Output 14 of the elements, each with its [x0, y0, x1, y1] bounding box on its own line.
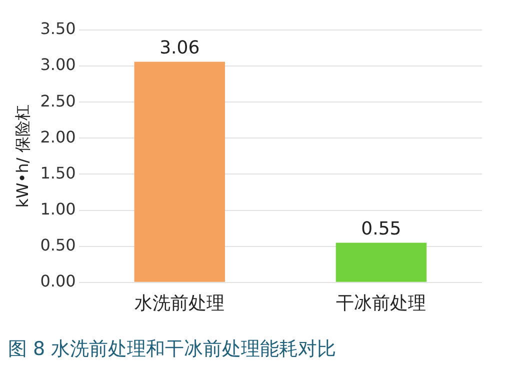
y-tick-label: 1.50	[40, 163, 76, 182]
y-tick-label: 3.50	[40, 19, 76, 38]
y-tick-label: 3.00	[40, 55, 76, 74]
y-tick-label: 2.00	[40, 127, 76, 146]
y-tick-label: 2.50	[40, 91, 76, 110]
x-tick-label: 水洗前处理	[134, 292, 225, 314]
y-tick-label: 1.00	[40, 199, 76, 218]
text: 图 8 水洗前处理和干冰前处理能耗对比	[8, 337, 336, 362]
y-tick-label: 0.50	[40, 236, 76, 254]
data-label: 0.55	[361, 218, 402, 240]
data-label: 3.06	[160, 37, 200, 58]
y-tick-label: 0.00	[40, 272, 76, 291]
x-tick-label: 干冰前处理	[336, 292, 426, 314]
y-axis-title: kW•h/ 保险杠	[12, 104, 32, 208]
